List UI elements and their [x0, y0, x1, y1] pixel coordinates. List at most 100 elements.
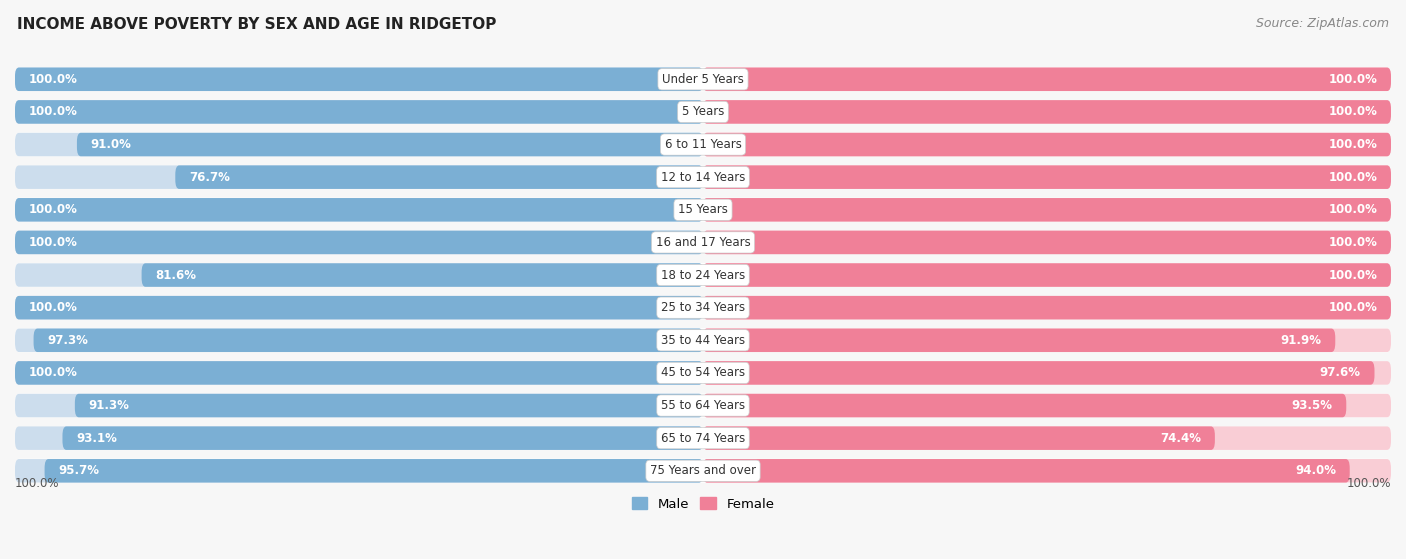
- FancyBboxPatch shape: [703, 198, 1391, 221]
- FancyBboxPatch shape: [703, 133, 1391, 157]
- Text: 100.0%: 100.0%: [1329, 203, 1378, 216]
- FancyBboxPatch shape: [15, 296, 703, 319]
- FancyBboxPatch shape: [15, 68, 703, 91]
- Text: 100.0%: 100.0%: [1329, 170, 1378, 184]
- Text: 91.9%: 91.9%: [1281, 334, 1322, 347]
- Text: 25 to 34 Years: 25 to 34 Years: [661, 301, 745, 314]
- FancyBboxPatch shape: [176, 165, 703, 189]
- Text: 55 to 64 Years: 55 to 64 Years: [661, 399, 745, 412]
- Text: 100.0%: 100.0%: [1347, 477, 1391, 490]
- Text: 81.6%: 81.6%: [155, 268, 197, 282]
- Text: 100.0%: 100.0%: [28, 366, 77, 380]
- Text: 6 to 11 Years: 6 to 11 Years: [665, 138, 741, 151]
- FancyBboxPatch shape: [15, 459, 703, 482]
- FancyBboxPatch shape: [15, 231, 703, 254]
- FancyBboxPatch shape: [15, 329, 703, 352]
- FancyBboxPatch shape: [34, 329, 703, 352]
- FancyBboxPatch shape: [15, 426, 1391, 450]
- Text: 5 Years: 5 Years: [682, 106, 724, 119]
- FancyBboxPatch shape: [703, 198, 1391, 221]
- FancyBboxPatch shape: [15, 100, 1391, 124]
- FancyBboxPatch shape: [15, 230, 1391, 254]
- FancyBboxPatch shape: [15, 361, 1391, 385]
- Text: 75 Years and over: 75 Years and over: [650, 465, 756, 477]
- FancyBboxPatch shape: [703, 296, 1391, 319]
- Text: 95.7%: 95.7%: [58, 465, 100, 477]
- FancyBboxPatch shape: [703, 394, 1391, 417]
- Text: 100.0%: 100.0%: [28, 203, 77, 216]
- Text: 100.0%: 100.0%: [1329, 138, 1378, 151]
- FancyBboxPatch shape: [15, 231, 703, 254]
- FancyBboxPatch shape: [703, 100, 1391, 124]
- FancyBboxPatch shape: [15, 132, 1391, 157]
- FancyBboxPatch shape: [142, 263, 703, 287]
- FancyBboxPatch shape: [15, 68, 703, 91]
- FancyBboxPatch shape: [15, 427, 703, 450]
- Text: 74.4%: 74.4%: [1160, 432, 1201, 444]
- FancyBboxPatch shape: [703, 231, 1391, 254]
- Text: Under 5 Years: Under 5 Years: [662, 73, 744, 86]
- Legend: Male, Female: Male, Female: [626, 492, 780, 516]
- Text: 91.0%: 91.0%: [90, 138, 132, 151]
- Text: 100.0%: 100.0%: [1329, 106, 1378, 119]
- FancyBboxPatch shape: [703, 68, 1391, 91]
- FancyBboxPatch shape: [703, 427, 1215, 450]
- FancyBboxPatch shape: [703, 361, 1391, 385]
- FancyBboxPatch shape: [15, 165, 1391, 190]
- FancyBboxPatch shape: [15, 263, 703, 287]
- FancyBboxPatch shape: [703, 231, 1391, 254]
- FancyBboxPatch shape: [77, 133, 703, 157]
- Text: 97.3%: 97.3%: [48, 334, 89, 347]
- FancyBboxPatch shape: [15, 133, 703, 157]
- FancyBboxPatch shape: [703, 427, 1391, 450]
- FancyBboxPatch shape: [703, 133, 1391, 157]
- Text: 18 to 24 Years: 18 to 24 Years: [661, 268, 745, 282]
- FancyBboxPatch shape: [15, 198, 703, 221]
- FancyBboxPatch shape: [15, 165, 703, 189]
- Text: 35 to 44 Years: 35 to 44 Years: [661, 334, 745, 347]
- FancyBboxPatch shape: [75, 394, 703, 417]
- FancyBboxPatch shape: [703, 100, 1391, 124]
- Text: 100.0%: 100.0%: [28, 301, 77, 314]
- FancyBboxPatch shape: [703, 296, 1391, 319]
- Text: 100.0%: 100.0%: [28, 106, 77, 119]
- FancyBboxPatch shape: [15, 328, 1391, 352]
- Text: 15 Years: 15 Years: [678, 203, 728, 216]
- Text: 93.5%: 93.5%: [1292, 399, 1333, 412]
- Text: 16 and 17 Years: 16 and 17 Years: [655, 236, 751, 249]
- FancyBboxPatch shape: [15, 100, 703, 124]
- FancyBboxPatch shape: [15, 296, 703, 319]
- FancyBboxPatch shape: [703, 459, 1391, 482]
- Text: 100.0%: 100.0%: [1329, 301, 1378, 314]
- Text: 45 to 54 Years: 45 to 54 Years: [661, 366, 745, 380]
- FancyBboxPatch shape: [15, 394, 1391, 418]
- FancyBboxPatch shape: [703, 263, 1391, 287]
- FancyBboxPatch shape: [15, 198, 1391, 222]
- FancyBboxPatch shape: [703, 329, 1391, 352]
- Text: 100.0%: 100.0%: [1329, 236, 1378, 249]
- FancyBboxPatch shape: [15, 361, 703, 385]
- FancyBboxPatch shape: [45, 459, 703, 482]
- Text: 76.7%: 76.7%: [188, 170, 231, 184]
- Text: 100.0%: 100.0%: [28, 73, 77, 86]
- FancyBboxPatch shape: [703, 165, 1391, 189]
- Text: Source: ZipAtlas.com: Source: ZipAtlas.com: [1256, 17, 1389, 30]
- FancyBboxPatch shape: [15, 361, 703, 385]
- FancyBboxPatch shape: [15, 394, 703, 417]
- Text: 65 to 74 Years: 65 to 74 Years: [661, 432, 745, 444]
- Text: 94.0%: 94.0%: [1295, 465, 1336, 477]
- FancyBboxPatch shape: [15, 100, 703, 124]
- Text: 97.6%: 97.6%: [1320, 366, 1361, 380]
- FancyBboxPatch shape: [15, 263, 1391, 287]
- FancyBboxPatch shape: [703, 165, 1391, 189]
- Text: 100.0%: 100.0%: [28, 236, 77, 249]
- FancyBboxPatch shape: [703, 68, 1391, 91]
- FancyBboxPatch shape: [703, 263, 1391, 287]
- Text: 91.3%: 91.3%: [89, 399, 129, 412]
- FancyBboxPatch shape: [703, 361, 1375, 385]
- Text: 100.0%: 100.0%: [15, 477, 59, 490]
- FancyBboxPatch shape: [703, 329, 1336, 352]
- FancyBboxPatch shape: [15, 459, 1391, 483]
- FancyBboxPatch shape: [62, 427, 703, 450]
- Text: 100.0%: 100.0%: [1329, 268, 1378, 282]
